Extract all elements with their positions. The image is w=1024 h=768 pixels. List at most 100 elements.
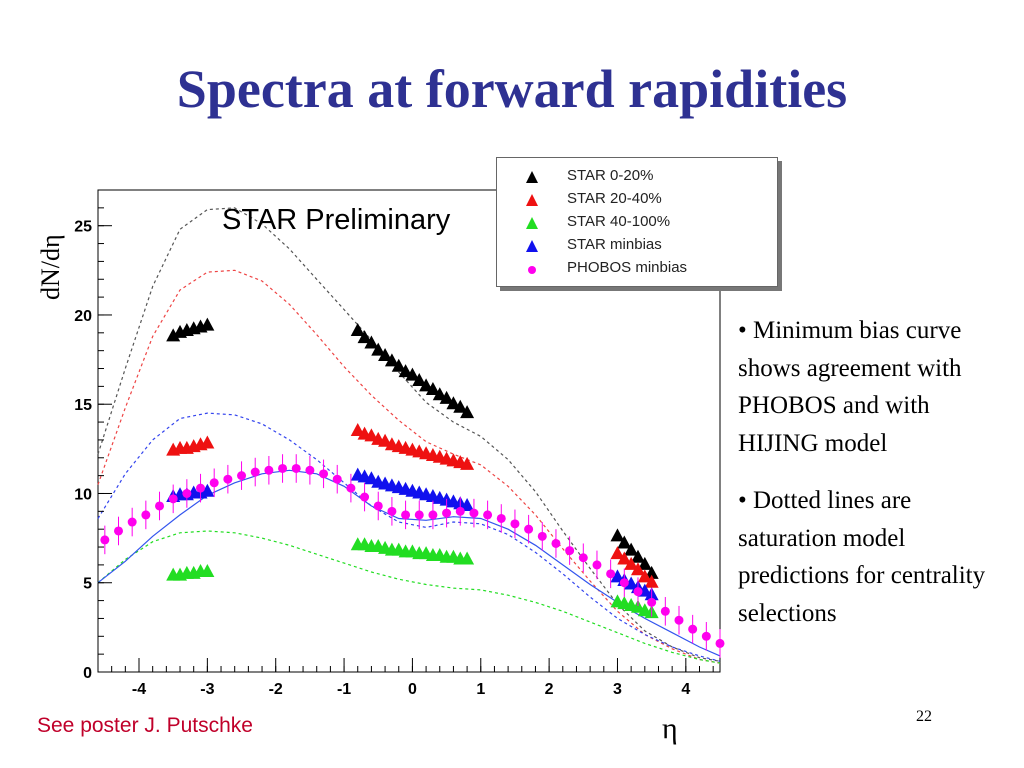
- data-point: [496, 513, 506, 523]
- data-point: [419, 378, 434, 392]
- data-point: [391, 358, 406, 372]
- data-point: [617, 535, 632, 549]
- data-point: [378, 348, 393, 362]
- data-point: [350, 323, 365, 337]
- data-point: [647, 597, 657, 607]
- legend-marker: [528, 266, 536, 274]
- x-tick-label: 0: [408, 681, 417, 698]
- data-point: [617, 551, 632, 565]
- data-point: [278, 463, 288, 473]
- data-points: [100, 317, 725, 658]
- legend-label: STAR 40-100%: [567, 213, 671, 230]
- data-point: [200, 435, 215, 449]
- data-point: [350, 423, 365, 436]
- y-tick-label: 10: [74, 486, 92, 503]
- data-point: [200, 483, 215, 497]
- data-point: [610, 546, 625, 560]
- data-point: [637, 569, 652, 583]
- bullet-2: • Dotted lines are saturation model pred…: [738, 487, 986, 627]
- legend-marker: [526, 217, 538, 229]
- legend-entry: STAR minbias: [497, 235, 777, 257]
- legend-marker: [526, 171, 538, 183]
- data-point: [250, 467, 260, 477]
- data-point: [637, 556, 652, 570]
- data-point: [196, 483, 206, 493]
- data-point: [114, 526, 124, 536]
- data-point: [674, 615, 684, 625]
- data-point: [688, 624, 698, 634]
- legend-label: STAR 0-20%: [567, 167, 654, 184]
- data-point: [357, 330, 372, 344]
- data-point: [446, 396, 461, 410]
- legend-entry: STAR 20-40%: [497, 189, 777, 211]
- data-point: [510, 519, 520, 529]
- data-point: [398, 364, 413, 378]
- data-point: [319, 469, 329, 479]
- data-point: [100, 535, 110, 545]
- data-point: [460, 456, 475, 470]
- legend-label: STAR minbias: [567, 236, 662, 253]
- legend-entry: STAR 40-100%: [497, 212, 777, 234]
- data-point: [291, 463, 301, 473]
- data-point: [644, 574, 659, 588]
- data-point: [384, 353, 399, 367]
- x-axis-label: η: [662, 712, 678, 745]
- y-tick-label: 25: [74, 219, 92, 236]
- x-tick-label: -4: [132, 681, 146, 698]
- page-number: 22: [916, 708, 932, 725]
- data-point: [387, 506, 397, 516]
- data-point: [223, 474, 233, 484]
- slide-title: Spectra at forward rapidities: [176, 59, 848, 119]
- data-point: [432, 387, 447, 401]
- data-point: [155, 501, 165, 511]
- data-point: [660, 606, 670, 616]
- data-point: [460, 497, 475, 511]
- data-point: [610, 528, 625, 542]
- data-point: [305, 465, 315, 475]
- y-tick-label: 0: [83, 665, 92, 682]
- data-point: [610, 569, 625, 583]
- data-point: [624, 556, 639, 570]
- data-point: [460, 551, 475, 565]
- bullet-1: • Minimum bias curve shows agreement wit…: [738, 317, 962, 457]
- data-point: [414, 510, 424, 520]
- axes: -4 -3 -2 -1 0 1 2 3 4 0 5 10 15 20 25: [74, 189, 714, 698]
- y-tick-label: 20: [74, 308, 92, 325]
- data-point: [630, 549, 645, 563]
- y-tick-label: 15: [74, 397, 92, 414]
- x-tick-label: 1: [476, 681, 485, 698]
- legend-marker: [526, 194, 538, 206]
- data-point: [537, 531, 547, 541]
- x-tick-label: 4: [681, 681, 690, 698]
- data-point: [460, 405, 475, 419]
- data-point: [630, 562, 645, 576]
- data-point: [524, 524, 534, 534]
- x-tick-label: 2: [545, 681, 554, 698]
- data-point: [200, 317, 215, 331]
- data-point: [592, 560, 602, 570]
- preliminary-label: STAR Preliminary: [222, 204, 451, 236]
- data-point: [551, 538, 561, 548]
- legend-label: PHOBOS minbias: [567, 259, 688, 276]
- data-point: [578, 553, 588, 563]
- legend-entry: PHOBOS minbias: [497, 258, 777, 280]
- model-line: [97, 412, 721, 662]
- data-point: [360, 492, 370, 502]
- data-point: [715, 638, 725, 648]
- legend-entry: STAR 0-20%: [497, 166, 777, 188]
- legend-label: STAR 20-40%: [567, 190, 662, 207]
- data-point: [364, 428, 379, 442]
- data-point: [624, 542, 639, 556]
- data-point: [127, 517, 137, 527]
- bullet-notes: • Minimum bias curve shows agreement wit…: [738, 312, 1008, 652]
- chart-legend: STAR 0-20% STAR 20-40% STAR 40-100% STAR mi…: [496, 157, 778, 287]
- data-point: [412, 373, 427, 387]
- y-axis-label: dN/dη: [36, 234, 65, 300]
- data-point: [401, 510, 411, 520]
- data-point: [237, 471, 247, 481]
- data-point: [209, 478, 219, 488]
- data-point: [364, 471, 379, 485]
- y-tick-label: 5: [83, 576, 92, 593]
- data-point: [373, 501, 383, 511]
- data-point: [624, 576, 639, 590]
